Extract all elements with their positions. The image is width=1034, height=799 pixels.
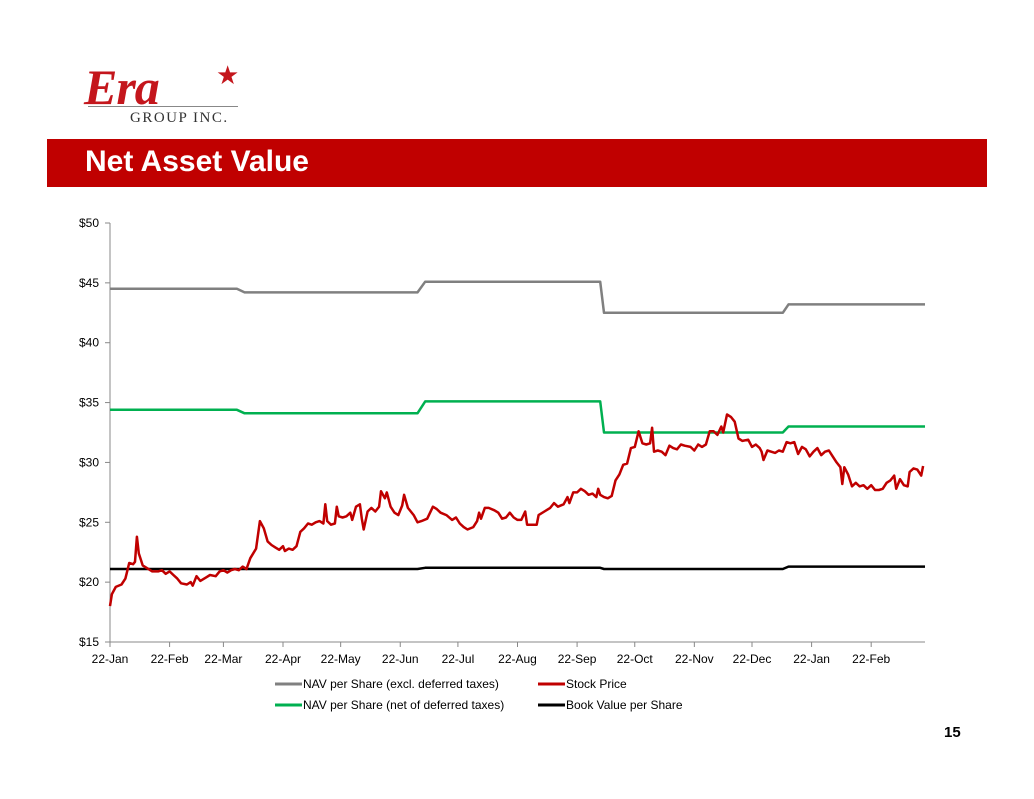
x-tick-label: 22-Oct xyxy=(617,652,654,666)
x-tick-label: 22-Feb xyxy=(151,652,189,666)
logo-wordmark: Era xyxy=(84,59,160,115)
series-line-nav-excl xyxy=(110,280,925,315)
legend-label: NAV per Share (net of deferred taxes) xyxy=(303,698,504,712)
x-tick-label: 22-Jan xyxy=(793,652,830,666)
x-tick-label: 22-Feb xyxy=(852,652,890,666)
series-line-stock xyxy=(108,413,925,607)
y-tick-label: $50 xyxy=(79,216,99,230)
y-tick-label: $45 xyxy=(79,276,99,290)
legend-label: Book Value per Share xyxy=(566,698,683,712)
y-tick-label: $35 xyxy=(79,396,99,410)
x-tick-label: 22-Sep xyxy=(558,652,597,666)
slide-title: Net Asset Value xyxy=(85,145,309,178)
legend-label: Stock Price xyxy=(566,677,627,691)
x-tick-label: 22-Jan xyxy=(92,652,129,666)
x-tick-label: 22-May xyxy=(321,652,361,666)
x-tick-label: 22-Aug xyxy=(498,652,537,666)
y-tick-label: $20 xyxy=(79,575,99,589)
title-banner: Net Asset Value xyxy=(47,139,987,187)
y-tick-label: $30 xyxy=(79,455,99,469)
y-tick-label: $40 xyxy=(79,336,99,350)
y-tick-label: $25 xyxy=(79,515,99,529)
x-tick-label: 22-Nov xyxy=(675,652,714,666)
logo-star-icon: ★ xyxy=(216,60,240,90)
legend-label: NAV per Share (excl. deferred taxes) xyxy=(303,677,499,691)
logo-subtitle: GROUP INC. xyxy=(130,110,229,126)
x-tick-label: 22-Jul xyxy=(442,652,475,666)
x-tick-label: 22-Apr xyxy=(265,652,301,666)
logo-rule xyxy=(88,106,238,107)
x-tick-label: 22-Dec xyxy=(733,652,772,666)
era-group-logo: Era ★ GROUP INC. xyxy=(84,62,244,132)
x-tick-label: 22-Mar xyxy=(204,652,242,666)
x-tick-label: 22-Jun xyxy=(382,652,419,666)
series-line-nav-net xyxy=(110,400,925,434)
y-tick-label: $15 xyxy=(79,635,99,649)
page-number: 15 xyxy=(944,724,961,741)
nav-line-chart: $15 $20 $25 $30 $35 $40 $45 $50 22-Jan 22-Feb 22-M… xyxy=(79,216,925,712)
series-line-book xyxy=(110,565,925,571)
